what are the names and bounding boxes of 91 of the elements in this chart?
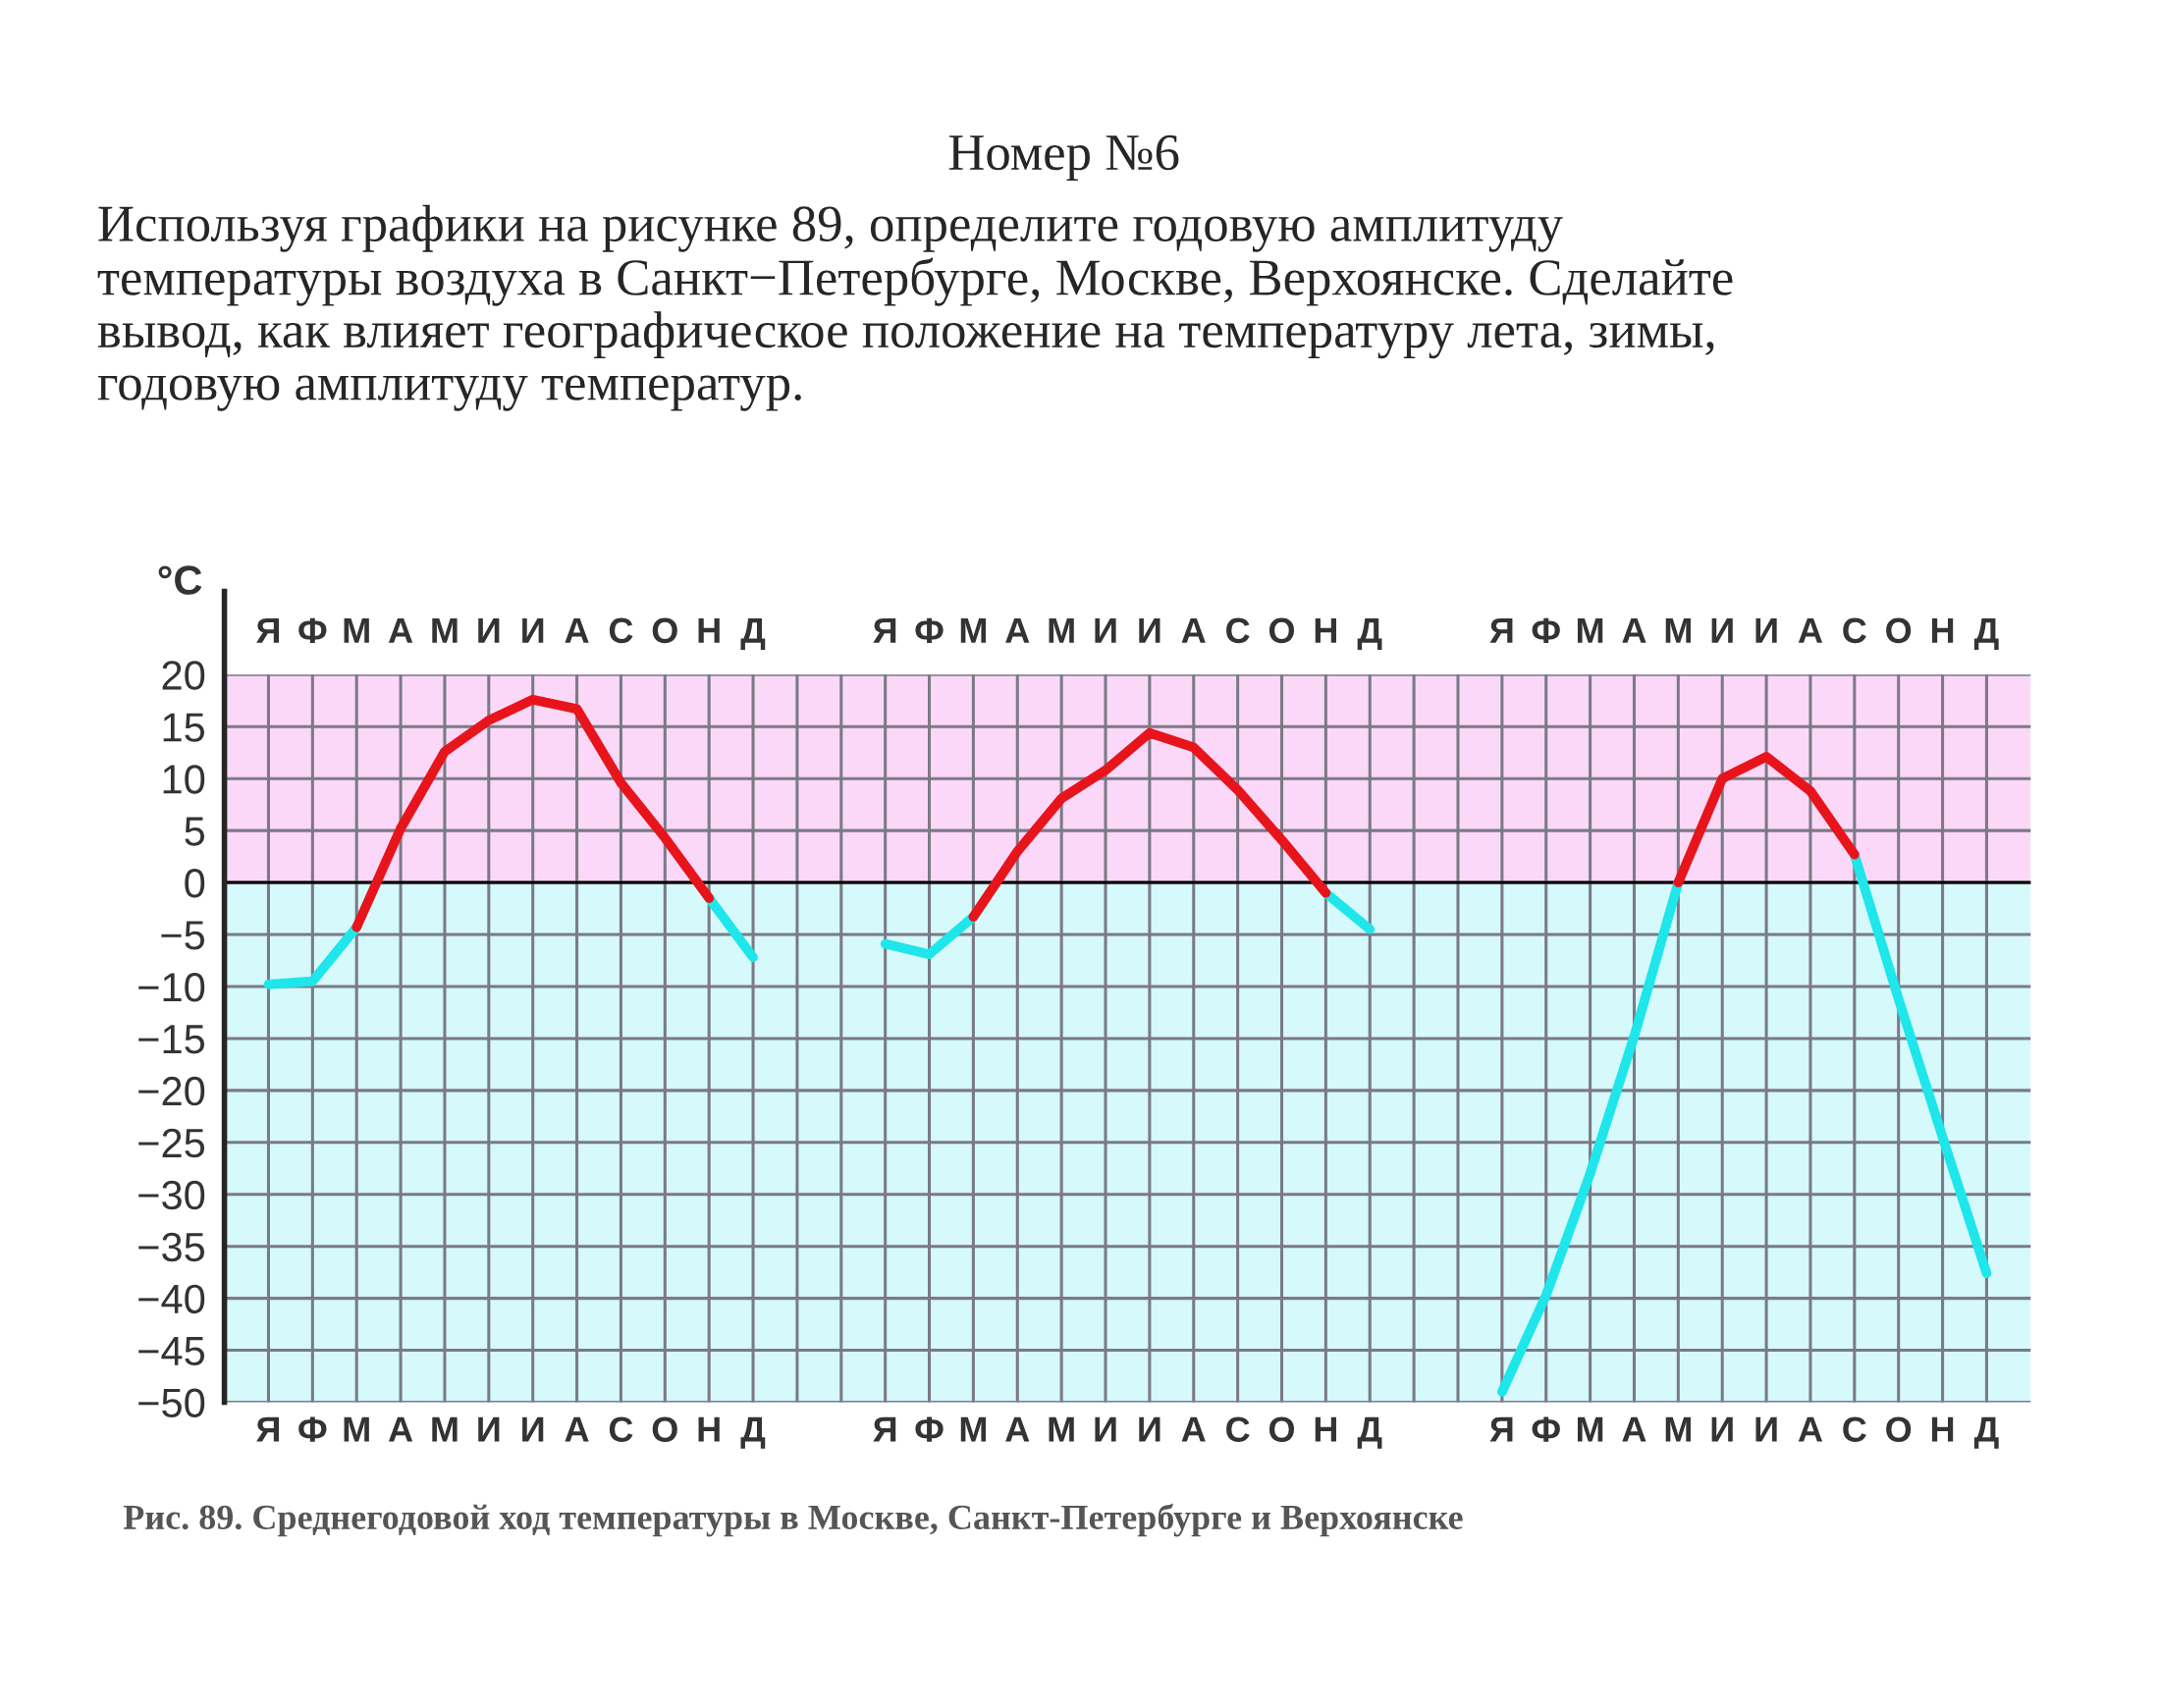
- category-label: Я: [256, 617, 280, 643]
- category-label: О: [1268, 617, 1295, 644]
- category-label: И: [1139, 617, 1160, 643]
- category-label: С: [609, 617, 633, 644]
- x-tick-label: А: [565, 1416, 589, 1442]
- category-label: И: [1711, 617, 1733, 643]
- chart-subtitle: Используя графики на рисунке 89, определите годовую амплитуду температуры воздуха в Санкт−Петербурге, Москве, Верхоянске. Сделайте вывод, как влияет географическое положение на температуру лета, зимы, годовую амплитуду температур.: [97, 204, 1733, 411]
- x-tick-label: Я: [873, 1416, 896, 1442]
- x-tick-label: М: [432, 1416, 458, 1442]
- x-tick-label: А: [1181, 1416, 1206, 1442]
- category-label: А: [565, 617, 589, 643]
- x-tick-label: Я: [256, 1416, 280, 1442]
- y-tick-label: −10: [138, 972, 205, 1002]
- category-label: М: [344, 617, 369, 643]
- x-tick-label: М: [1049, 1416, 1074, 1442]
- y-tick-label: 10: [163, 765, 205, 794]
- x-tick-label: А: [1798, 1416, 1823, 1442]
- y-tick-label: 15: [163, 713, 205, 742]
- x-tick-label: И: [1755, 1416, 1777, 1442]
- category-label: И: [1095, 617, 1116, 643]
- y-tick-label: −20: [138, 1076, 205, 1106]
- x-tick-label: И: [1095, 1416, 1116, 1442]
- x-tick-label: А: [1005, 1416, 1030, 1442]
- x-tick-label: С: [609, 1416, 633, 1442]
- y-tick-label: −50: [138, 1388, 205, 1418]
- x-tick-label: И: [478, 1416, 500, 1442]
- x-tick-label: М: [1665, 1416, 1691, 1442]
- chart-title: Номер №6: [948, 134, 1179, 182]
- x-tick-label: С: [1226, 1416, 1250, 1442]
- category-label: Ф: [298, 617, 327, 643]
- category-label: М: [960, 617, 987, 643]
- x-tick-label: О: [1268, 1416, 1295, 1442]
- y-tick-label: 0: [185, 869, 205, 898]
- y-tick-label: −15: [138, 1025, 205, 1054]
- category-label: А: [1798, 617, 1823, 643]
- category-label: О: [1886, 617, 1912, 644]
- category-label: А: [1005, 617, 1030, 643]
- category-label: Я: [1489, 617, 1513, 643]
- x-tick-label: М: [344, 1416, 369, 1442]
- category-label: Ф: [1532, 617, 1560, 643]
- category-label: И: [478, 617, 500, 643]
- x-tick-label: Ф: [1532, 1416, 1560, 1442]
- x-tick-label: Н: [1315, 1416, 1336, 1442]
- x-tick-label: М: [960, 1416, 987, 1442]
- x-tick-label: Д: [740, 1416, 766, 1449]
- category-label: Н: [1931, 617, 1954, 643]
- x-tick-label: Н: [698, 1416, 720, 1442]
- x-tick-label: Я: [1489, 1416, 1513, 1442]
- category-label: И: [522, 617, 544, 643]
- category-label: А: [388, 617, 413, 643]
- category-label: А: [1622, 617, 1646, 643]
- y-tick-label: −40: [138, 1284, 205, 1314]
- y-tick-label: −25: [138, 1128, 205, 1158]
- y-tick-label: −35: [138, 1232, 205, 1262]
- category-label: Ф: [915, 617, 944, 643]
- category-label: С: [1843, 617, 1866, 644]
- category-label: С: [1226, 617, 1250, 644]
- x-tick-label: С: [1843, 1416, 1866, 1442]
- x-tick-label: О: [652, 1416, 677, 1442]
- category-label: А: [1181, 617, 1206, 643]
- category-label: М: [1049, 617, 1074, 643]
- y-tick-label: −5: [161, 921, 205, 950]
- x-tick-label: И: [1139, 1416, 1160, 1442]
- x-tick-label: И: [1711, 1416, 1733, 1442]
- category-label: Н: [1315, 617, 1336, 643]
- x-tick-label: И: [522, 1416, 544, 1442]
- y-tick-label: 5: [185, 817, 205, 846]
- category-label: Д: [740, 617, 766, 650]
- x-tick-label: М: [1577, 1416, 1603, 1442]
- y-axis-title: °C: [158, 565, 202, 595]
- x-tick-label: Д: [1357, 1416, 1382, 1449]
- category-label: Н: [698, 617, 720, 643]
- y-tick-label: −45: [138, 1337, 205, 1366]
- category-label: Д: [1357, 617, 1382, 650]
- category-label: М: [1665, 617, 1691, 643]
- x-tick-label: О: [1886, 1416, 1912, 1442]
- x-tick-label: Н: [1931, 1416, 1954, 1442]
- x-tick-label: А: [388, 1416, 413, 1442]
- category-label: Д: [1973, 617, 1999, 650]
- x-tick-label: А: [1622, 1416, 1646, 1442]
- x-tick-label: Ф: [298, 1416, 327, 1442]
- category-label: М: [1577, 617, 1603, 643]
- category-label: О: [652, 617, 677, 644]
- category-label: И: [1755, 617, 1777, 643]
- category-label: М: [432, 617, 458, 643]
- y-tick-label: −30: [138, 1180, 205, 1210]
- y-tick-label: 20: [162, 661, 205, 690]
- text: Рис. 89. Среднегодовой ход температуры в Москве, Санкт-Петербурге и Верхоянске: [123, 1503, 1463, 1537]
- x-tick-label: Д: [1973, 1416, 1999, 1449]
- category-label: Я: [873, 617, 896, 643]
- x-tick-label: Ф: [915, 1416, 944, 1442]
